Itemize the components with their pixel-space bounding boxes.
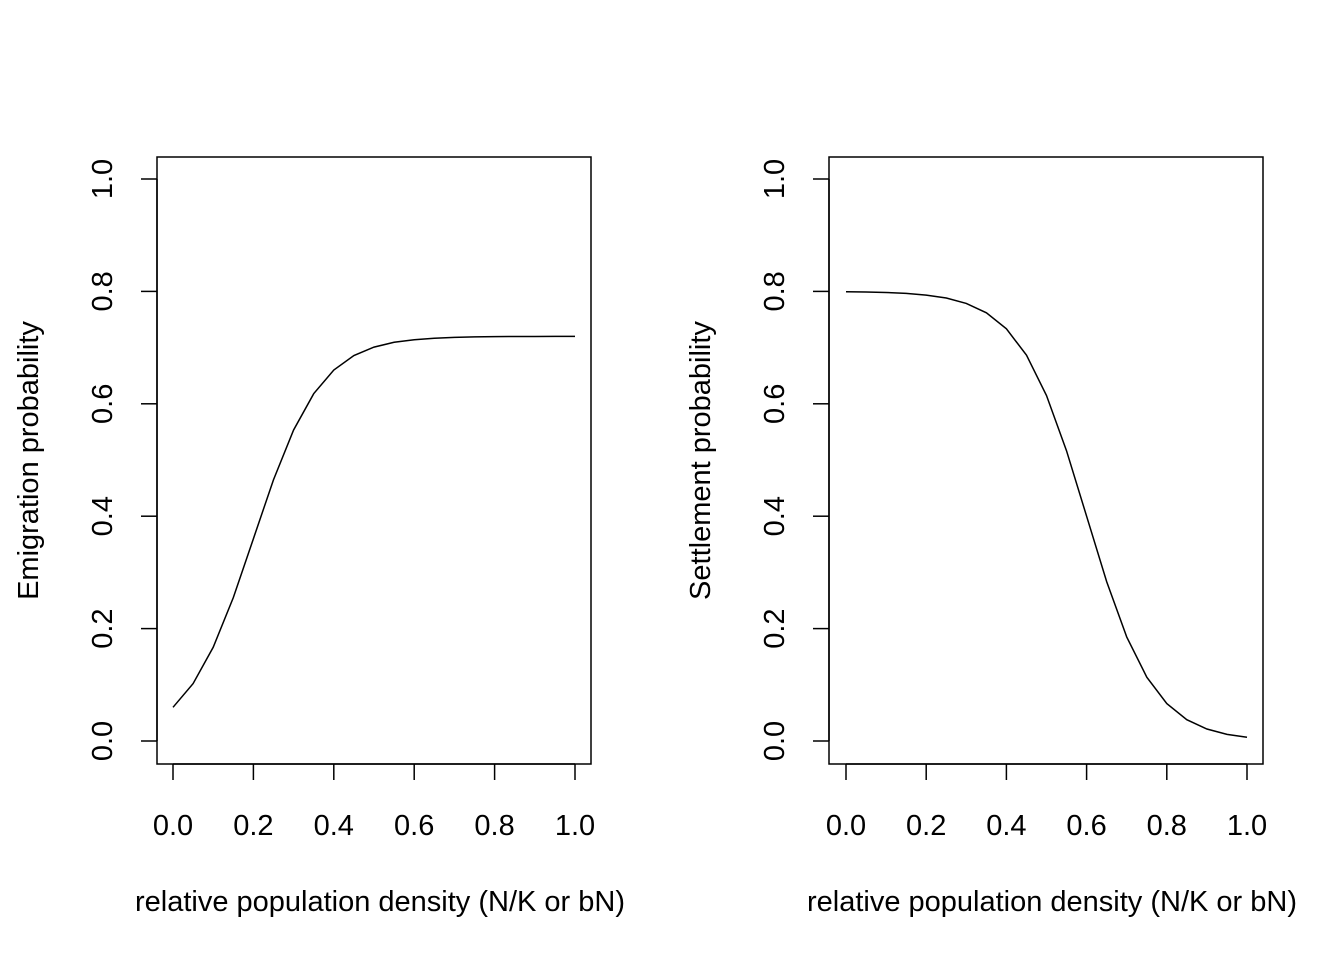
x-tick-label: 0.4 <box>986 810 1026 842</box>
x-tick-label: 1.0 <box>1227 810 1267 842</box>
plot-frame <box>156 156 592 765</box>
x-tick-label: 0.0 <box>826 810 866 842</box>
x-axis-label: relative population density (N/K or bN) <box>807 886 1297 918</box>
x-tick-label: 0.2 <box>233 810 273 842</box>
y-tick-label: 0.0 <box>87 721 119 761</box>
y-tick-label: 0.4 <box>759 496 791 536</box>
x-tick-label: 0.8 <box>474 810 514 842</box>
y-tick-label: 1.0 <box>87 159 119 199</box>
plot-frame <box>828 156 1264 765</box>
y-tick-label: 0.8 <box>759 271 791 311</box>
y-axis-label: Settlement probability <box>685 321 717 600</box>
x-tick-label: 0.0 <box>153 810 193 842</box>
x-axis-label: relative population density (N/K or bN) <box>135 886 625 918</box>
y-tick-label: 0.2 <box>87 608 119 648</box>
panel-1: 0.0 0.2 0.4 0.6 0.8 1.0 0.0 0.2 0.4 0.6 0.8 1.0 rela… <box>13 156 625 918</box>
series-line-settlement <box>845 290 1248 739</box>
y-tick-label: 0.8 <box>87 271 119 311</box>
x-tick-label: 0.6 <box>1066 810 1106 842</box>
x-tick-label: 0.6 <box>394 810 434 842</box>
x-tick-label: 1.0 <box>555 810 595 842</box>
x-tick-label: 0.4 <box>314 810 354 842</box>
x-tick-label: 0.8 <box>1147 810 1187 842</box>
y-tick-label: 0.0 <box>759 721 791 761</box>
series-line-emigration <box>172 335 575 708</box>
y-axis-label: Emigration probability <box>13 321 45 600</box>
y-tick-label: 0.4 <box>87 496 119 536</box>
x-tick-label: 0.2 <box>906 810 946 842</box>
y-tick-label: 0.6 <box>87 384 119 424</box>
y-tick-label: 0.6 <box>759 384 791 424</box>
y-tick-label: 0.2 <box>759 608 791 648</box>
panel-2: 0.0 0.2 0.4 0.6 0.8 1.0 0.0 0.2 0.4 0.6 0.8 1.0 rela… <box>685 156 1297 918</box>
y-tick-label: 1.0 <box>759 159 791 199</box>
